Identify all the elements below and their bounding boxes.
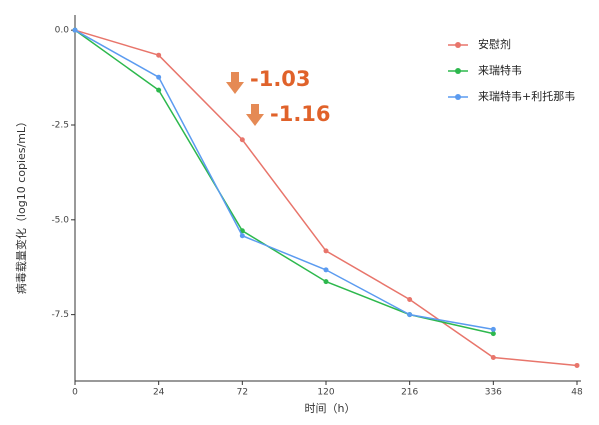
x-tick-label: 120 [317,388,334,398]
x-tick-label: 24 [153,388,165,398]
point [156,52,162,58]
legend-label: 来瑞特韦+利托那韦 [478,89,575,103]
arrow [246,104,264,126]
y-tick-label: -2.5 [51,120,69,130]
point [72,27,78,33]
point [323,279,329,285]
annotation: -1.03 [250,67,311,91]
point [490,326,496,332]
legend-swatch [455,94,461,100]
y-tick-label: -5.0 [51,215,69,225]
x-tick-label: 336 [485,388,502,398]
legend-swatch [455,42,461,48]
point [239,137,245,143]
arrow [226,72,244,94]
legend-label: 安慰剂 [478,37,511,51]
x-tick-label: 72 [237,388,248,398]
point [490,354,496,360]
x-tick-label: 0 [72,388,78,398]
y-tick-label: -7.5 [51,310,69,320]
point [156,74,162,80]
y-tick-label: 0.0 [55,26,70,36]
point [407,296,413,302]
point [239,233,245,239]
series-line [74,29,494,331]
point [490,331,496,337]
x-axis-label: 时间（h） [305,402,356,415]
y-axis-label: 病毒载量变化（log10 copies/mL） [14,116,28,294]
series-line [74,29,578,367]
point [323,248,329,254]
point [323,267,329,273]
point [156,87,162,93]
x-tick-label: 48 [571,388,583,398]
legend-label: 来瑞特韦 [478,63,522,77]
point [574,362,580,368]
annotation: -1.16 [270,102,331,126]
x-tick-label: 216 [401,388,418,398]
legend-swatch [455,68,461,74]
point [407,312,413,318]
